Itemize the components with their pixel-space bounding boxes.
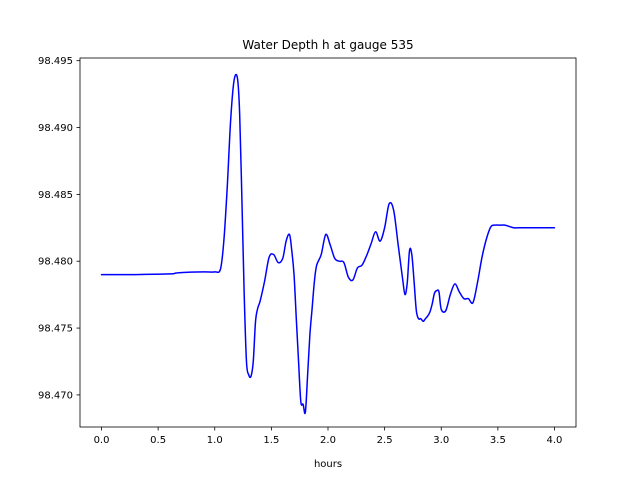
y-tick-label: 98.475 bbox=[38, 324, 73, 335]
chart-title: Water Depth h at gauge 535 bbox=[242, 38, 413, 52]
y-tick-label: 98.470 bbox=[38, 390, 73, 401]
y-tick-label: 98.485 bbox=[38, 190, 73, 201]
y-tick-label: 98.490 bbox=[38, 123, 73, 134]
x-tick-label: 1.5 bbox=[263, 435, 279, 446]
y-axis: 98.470 98.475 98.480 98.485 98.490 98.495 bbox=[38, 56, 80, 401]
y-tick-label: 98.495 bbox=[38, 56, 73, 67]
x-tick-label: 3.0 bbox=[433, 435, 449, 446]
x-tick-label: 4.0 bbox=[547, 435, 563, 446]
x-axis-label: hours bbox=[314, 459, 342, 470]
x-tick-label: 2.0 bbox=[320, 435, 336, 446]
x-tick-label: 3.5 bbox=[490, 435, 506, 446]
x-tick-label: 2.5 bbox=[377, 435, 393, 446]
x-tick-label: 0.0 bbox=[94, 435, 110, 446]
x-tick-label: 0.5 bbox=[150, 435, 166, 446]
x-tick-label: 1.0 bbox=[207, 435, 223, 446]
y-tick-label: 98.480 bbox=[38, 257, 73, 268]
x-axis: 0.0 0.5 1.0 1.5 2.0 2.5 3.0 3.5 4.0 bbox=[94, 427, 563, 446]
series-line bbox=[100, 73, 556, 415]
